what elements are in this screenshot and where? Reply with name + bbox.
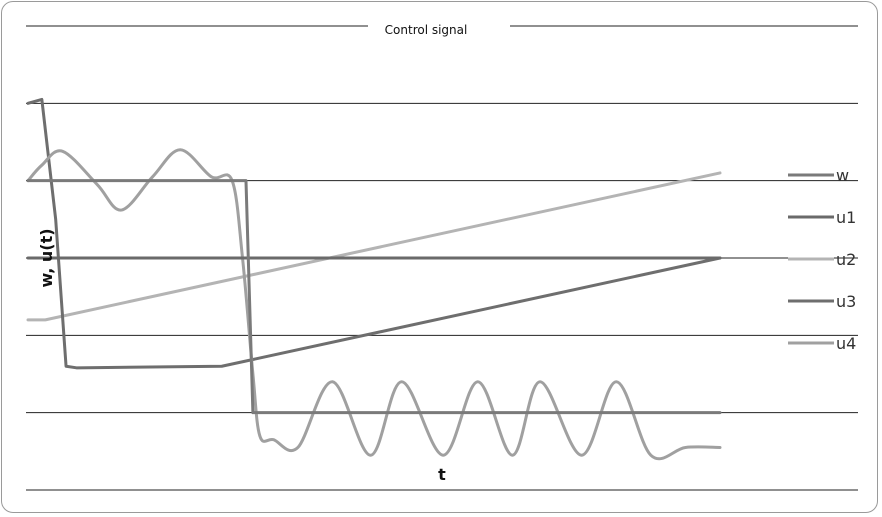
- x-axis-title: t: [438, 465, 446, 484]
- series-line-u2: [26, 171, 722, 322]
- series-lines: [26, 97, 722, 461]
- series-line-u4: [26, 148, 722, 461]
- legend-label-u4: u4: [836, 334, 856, 353]
- legend-label-u1: u1: [836, 208, 856, 227]
- series-line-w: [26, 179, 722, 415]
- y-axis-title: w, u(t): [37, 228, 56, 287]
- legend-label-w: w: [836, 166, 849, 185]
- legend-label-u2: u2: [836, 250, 856, 269]
- series-line-u3: [26, 97, 722, 370]
- legend-label-u3: u3: [836, 292, 856, 311]
- chart-title: Control signal: [385, 23, 468, 37]
- title-background: [368, 16, 510, 38]
- legend: w u1 u2 u3 u4: [788, 166, 856, 353]
